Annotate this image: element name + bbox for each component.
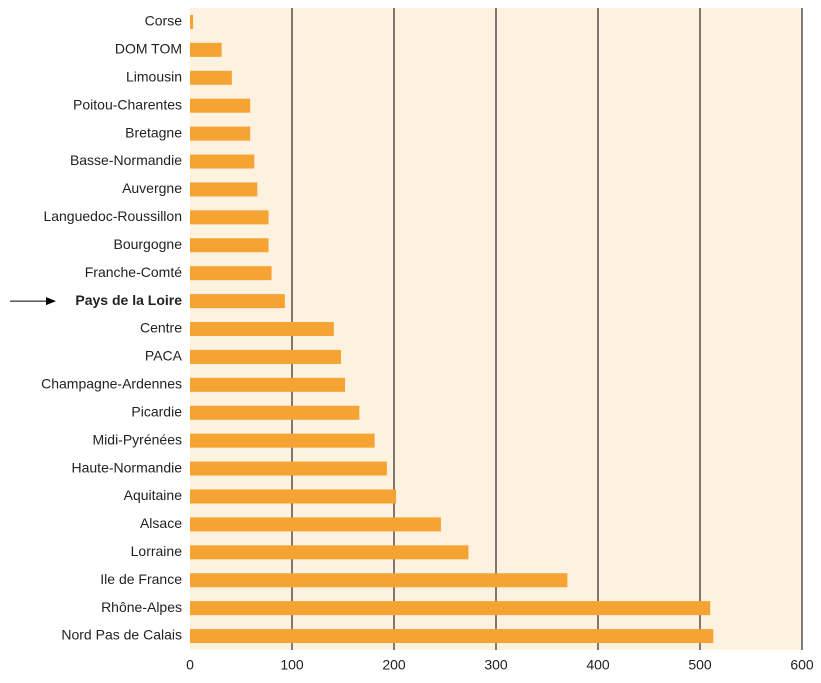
bar (190, 629, 714, 644)
y-tick-label: Lorraine (131, 543, 183, 559)
bar (190, 377, 346, 392)
bar (190, 294, 285, 309)
y-tick-label: Ile de France (100, 571, 182, 587)
y-tick-label: Pays de la Loire (75, 292, 182, 308)
y-tick-label: Poitou-Charentes (73, 96, 182, 112)
y-tick-label: Limousin (126, 68, 182, 84)
bar (190, 349, 341, 364)
y-tick-label: Haute-Normandie (72, 459, 183, 475)
bar (190, 14, 194, 29)
bar (190, 573, 568, 588)
bar (190, 405, 360, 420)
bar (190, 210, 269, 225)
y-tick-label: Midi-Pyrénées (93, 431, 182, 447)
bar (190, 461, 387, 476)
x-tick-label: 100 (280, 657, 304, 673)
y-tick-label: Rhône-Alpes (101, 599, 182, 615)
x-tick-label: 500 (688, 657, 712, 673)
bar (190, 98, 251, 113)
y-tick-label: Picardie (131, 403, 182, 419)
bar (190, 182, 258, 197)
bar (190, 238, 269, 253)
x-tick-label: 200 (382, 657, 406, 673)
y-tick-label: Bretagne (125, 124, 182, 140)
bar (190, 42, 222, 57)
y-tick-label: Aquitaine (124, 487, 183, 503)
bar (190, 433, 375, 448)
bar (190, 545, 469, 560)
y-tick-label: Auvergne (122, 180, 182, 196)
y-tick-label: Nord Pas de Calais (61, 627, 182, 643)
bar (190, 154, 255, 169)
x-tick-label: 300 (484, 657, 508, 673)
bar (190, 489, 397, 504)
y-tick-label: Languedoc-Roussillon (43, 208, 182, 224)
y-tick-label: PACA (145, 348, 183, 364)
bar (190, 517, 441, 532)
x-tick-label: 0 (186, 657, 194, 673)
y-tick-label: DOM TOM (115, 41, 182, 57)
arrow-head (46, 297, 56, 306)
bar (190, 70, 232, 85)
y-tick-label: Franche-Comté (85, 264, 182, 280)
x-tick-label: 400 (586, 657, 610, 673)
y-tick-label: Centre (140, 320, 182, 336)
x-tick-label: 600 (790, 657, 814, 673)
y-tick-label: Corse (145, 13, 183, 29)
bar (190, 266, 272, 281)
bar (190, 601, 711, 616)
y-tick-label: Basse-Normandie (70, 152, 182, 168)
y-tick-label: Champagne-Ardennes (41, 376, 182, 392)
bar (190, 322, 334, 336)
y-tick-label: Bourgogne (113, 236, 182, 252)
y-tick-label: Alsace (140, 515, 182, 531)
bar (190, 126, 251, 141)
